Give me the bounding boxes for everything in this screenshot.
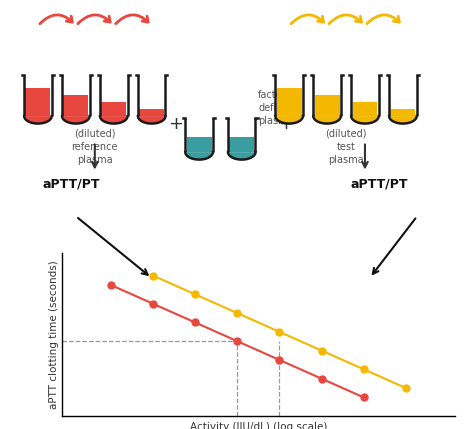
Polygon shape (353, 102, 377, 116)
Polygon shape (315, 116, 339, 124)
Text: aPTT/PT: aPTT/PT (350, 178, 408, 190)
FancyArrowPatch shape (116, 15, 148, 24)
Polygon shape (229, 152, 254, 160)
FancyArrowPatch shape (367, 15, 399, 24)
Polygon shape (353, 116, 377, 124)
Polygon shape (187, 152, 211, 160)
Y-axis label: aPTT clotting time (seconds): aPTT clotting time (seconds) (49, 260, 59, 409)
Text: factor-
deficient
plasma: factor- deficient plasma (258, 90, 301, 126)
FancyArrowPatch shape (291, 15, 323, 24)
X-axis label: Activity (IIU/dL) (log scale): Activity (IIU/dL) (log scale) (190, 422, 327, 429)
Text: (diluted)
test
plasma: (diluted) test plasma (325, 129, 367, 165)
Polygon shape (64, 95, 88, 116)
Polygon shape (139, 116, 164, 124)
Polygon shape (139, 109, 164, 116)
Polygon shape (315, 95, 339, 116)
Text: aPTT/PT: aPTT/PT (42, 178, 100, 190)
Polygon shape (187, 137, 211, 152)
FancyArrowPatch shape (40, 15, 72, 24)
Polygon shape (391, 116, 415, 124)
Polygon shape (26, 88, 50, 116)
Polygon shape (277, 116, 301, 124)
Text: +: + (168, 115, 183, 133)
Text: +: + (278, 115, 293, 133)
Text: (diluted)
reference
plasma: (diluted) reference plasma (72, 129, 118, 165)
Polygon shape (101, 102, 126, 116)
Polygon shape (101, 116, 126, 124)
FancyArrowPatch shape (329, 15, 361, 24)
Polygon shape (277, 88, 301, 116)
Polygon shape (229, 137, 254, 152)
FancyArrowPatch shape (78, 15, 110, 24)
Polygon shape (26, 116, 50, 124)
Polygon shape (391, 109, 415, 116)
Polygon shape (64, 116, 88, 124)
